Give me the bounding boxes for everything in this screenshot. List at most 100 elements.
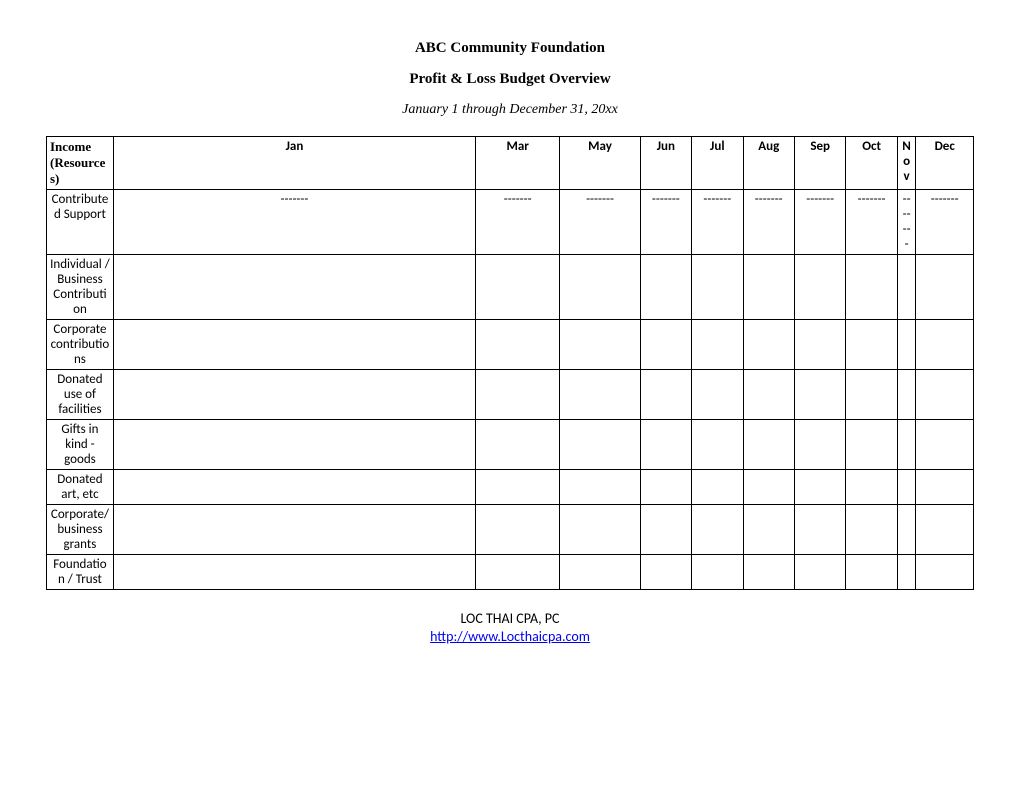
table-cell bbox=[846, 370, 897, 420]
table-cell bbox=[640, 470, 691, 505]
table-cell bbox=[692, 255, 743, 320]
table-row: Individual / Business Contribution bbox=[47, 255, 974, 320]
table-cell bbox=[113, 370, 475, 420]
table-cell bbox=[476, 370, 560, 420]
table-cell bbox=[113, 320, 475, 370]
table-cell bbox=[692, 505, 743, 555]
row-label: Contributed Support bbox=[47, 190, 114, 255]
table-cell bbox=[692, 320, 743, 370]
table-cell bbox=[846, 505, 897, 555]
table-cell bbox=[794, 255, 845, 320]
table-cell bbox=[916, 505, 974, 555]
page-footer: LOC THAI CPA, PC http://www.Locthaicpa.c… bbox=[46, 610, 974, 646]
table-cell bbox=[916, 420, 974, 470]
table-cell bbox=[560, 255, 640, 320]
table-cell bbox=[640, 555, 691, 590]
table-cell: ------- bbox=[113, 190, 475, 255]
table-cell bbox=[560, 420, 640, 470]
table-cell bbox=[692, 420, 743, 470]
table-cell bbox=[897, 320, 916, 370]
col-header-dec: Dec bbox=[916, 137, 974, 190]
row-label: Donated art, etc bbox=[47, 470, 114, 505]
table-cell bbox=[916, 320, 974, 370]
col-header-mar: Mar bbox=[476, 137, 560, 190]
table-cell: ------- bbox=[560, 190, 640, 255]
col-header-may: May bbox=[560, 137, 640, 190]
report-subtitle: Profit & Loss Budget Overview bbox=[46, 71, 974, 88]
table-cell bbox=[560, 320, 640, 370]
table-cell bbox=[560, 555, 640, 590]
table-cell bbox=[794, 470, 845, 505]
table-cell bbox=[794, 505, 845, 555]
table-cell bbox=[846, 470, 897, 505]
footer-org: LOC THAI CPA, PC bbox=[46, 610, 974, 628]
table-cell bbox=[476, 470, 560, 505]
table-cell bbox=[794, 370, 845, 420]
table-cell: ------- bbox=[743, 190, 794, 255]
table-cell bbox=[113, 420, 475, 470]
table-row: Foundation / Trust bbox=[47, 555, 974, 590]
row-label: Donated use of facilities bbox=[47, 370, 114, 420]
table-cell bbox=[846, 255, 897, 320]
table-cell bbox=[113, 555, 475, 590]
col-header-sep: Sep bbox=[794, 137, 845, 190]
table-cell bbox=[640, 255, 691, 320]
table-row: Donated use of facilities bbox=[47, 370, 974, 420]
table-cell bbox=[916, 370, 974, 420]
table-cell bbox=[640, 505, 691, 555]
table-cell bbox=[846, 420, 897, 470]
row-label: Foundation / Trust bbox=[47, 555, 114, 590]
col-header-oct: Oct bbox=[846, 137, 897, 190]
table-cell bbox=[794, 555, 845, 590]
table-cell: ------- bbox=[897, 190, 916, 255]
table-cell bbox=[897, 555, 916, 590]
table-row: Corporate/business grants bbox=[47, 505, 974, 555]
col-header-row-label: Income (Resources) bbox=[47, 137, 114, 190]
table-cell bbox=[897, 255, 916, 320]
col-header-jul: Jul bbox=[692, 137, 743, 190]
col-header-aug: Aug bbox=[743, 137, 794, 190]
table-cell bbox=[897, 470, 916, 505]
table-cell bbox=[692, 470, 743, 505]
table-cell bbox=[743, 470, 794, 505]
table-row: Contributed Support---------------------… bbox=[47, 190, 974, 255]
table-cell bbox=[846, 320, 897, 370]
table-cell bbox=[560, 470, 640, 505]
org-title: ABC Community Foundation bbox=[46, 40, 974, 57]
table-cell bbox=[916, 255, 974, 320]
table-cell: ------- bbox=[640, 190, 691, 255]
table-cell bbox=[113, 255, 475, 320]
table-cell bbox=[476, 505, 560, 555]
table-cell bbox=[692, 370, 743, 420]
table-cell bbox=[846, 555, 897, 590]
table-cell bbox=[640, 320, 691, 370]
table-cell bbox=[113, 470, 475, 505]
table-row: Gifts in kind - goods bbox=[47, 420, 974, 470]
table-cell bbox=[897, 420, 916, 470]
table-cell bbox=[743, 505, 794, 555]
table-cell bbox=[692, 555, 743, 590]
col-header-nov: Nov bbox=[897, 137, 916, 190]
table-cell bbox=[640, 420, 691, 470]
col-header-jun: Jun bbox=[640, 137, 691, 190]
table-cell bbox=[794, 320, 845, 370]
table-cell bbox=[743, 555, 794, 590]
table-cell bbox=[916, 470, 974, 505]
budget-table: Income (Resources) Jan Mar May Jun Jul A… bbox=[46, 136, 974, 590]
table-row: Corporate contributions bbox=[47, 320, 974, 370]
row-label: Corporate contributions bbox=[47, 320, 114, 370]
table-cell bbox=[743, 255, 794, 320]
table-cell bbox=[794, 420, 845, 470]
row-label: Individual / Business Contribution bbox=[47, 255, 114, 320]
table-cell bbox=[897, 505, 916, 555]
footer-link[interactable]: http://www.Locthaicpa.com bbox=[430, 628, 590, 645]
table-cell bbox=[560, 370, 640, 420]
table-cell bbox=[476, 320, 560, 370]
row-label: Gifts in kind - goods bbox=[47, 420, 114, 470]
col-header-jan: Jan bbox=[113, 137, 475, 190]
table-cell bbox=[897, 370, 916, 420]
row-label: Corporate/business grants bbox=[47, 505, 114, 555]
table-cell: ------- bbox=[846, 190, 897, 255]
table-cell bbox=[743, 420, 794, 470]
table-cell bbox=[743, 320, 794, 370]
